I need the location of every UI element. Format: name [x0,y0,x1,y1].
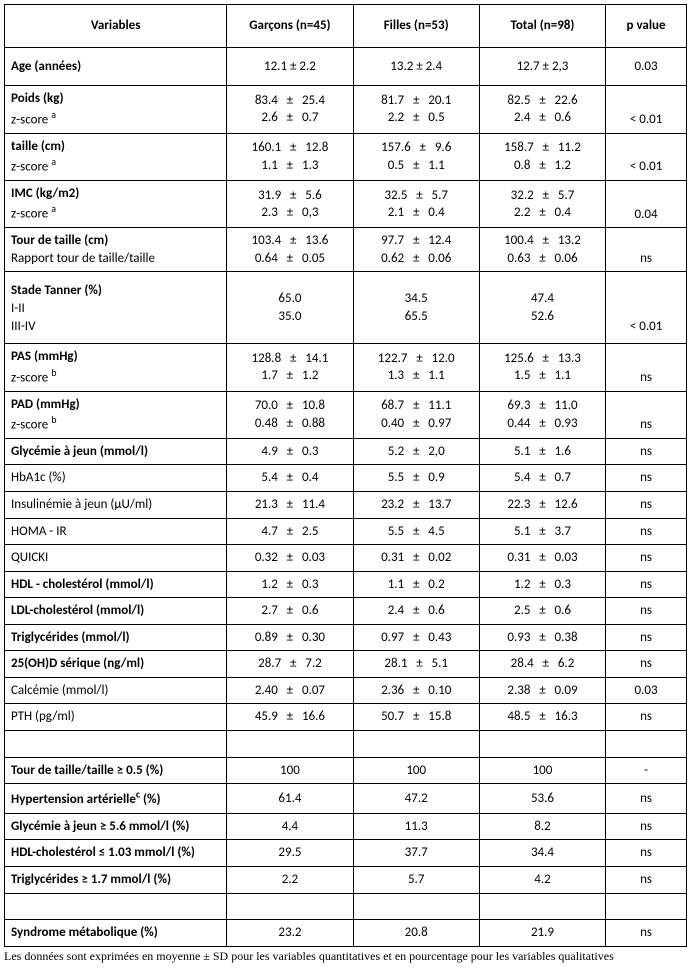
table-header-row: Variables Garçons (n=45) Filles (n=53) T… [5,5,687,48]
table-row: Glycémie à jeun (mmol/l)4.9 ± 0.35.2 ± 2… [5,438,687,465]
table-row: HbA1c (%)5.4 ± 0.45.5 ± 0.95.4 ± 0.7ns [5,465,687,492]
table-row: Triglycérides ≥ 1.7 mmol/l (%)2.25.74.2n… [5,867,687,894]
table-row: IMC (kg/m2)z-score a31.9 ± 5.62.3 ± 0,33… [5,180,687,227]
table-row: Syndrome métabolique (%)23.220.821.9ns [5,920,687,947]
table-row: Insulinémie à jeun (µU/ml)21.3 ± 11.423.… [5,492,687,519]
table-row: PAS (mmHg)z-score b128.8 ± 14.11.7 ± 1.2… [5,344,687,391]
table-row: Tour de taille (cm)Rapport tour de taill… [5,228,687,272]
table-row: Calcémie (mmol/l)2.40 ± 0.072.36 ± 0.102… [5,677,687,704]
table-row: Poids (kg)z-score a83.4 ± 25.42.6 ± 0.78… [5,86,687,133]
col-filles: Filles (n=53) [353,5,479,48]
table-empty-row [5,893,687,920]
table-row: QUICKI0.32 ± 0.030.31 ± 0.020.31 ± 0.03n… [5,545,687,572]
table-row: Age (années)12.1 ± 2.213.2 ± 2.412.7 ± 2… [5,47,687,86]
col-variables: Variables [5,5,227,48]
data-table: Variables Garçons (n=45) Filles (n=53) T… [4,4,687,947]
table-row: Stade Tanner (%)I-IIIII-IV65.035.034.565… [5,272,687,344]
table-row: Tour de taille/taille ≥ 0.5 (%)100100100… [5,757,687,784]
table-row: Hypertension artériellec (%)61.447.253.6… [5,784,687,814]
table-empty-row [5,730,687,757]
table-row: Glycémie à jeun ≥ 5.6 mmol/l (%)4.411.38… [5,813,687,840]
table-row: taille (cm)z-score a160.1 ± 12.81.1 ± 1.… [5,133,687,180]
table-row: Triglycérides (mmol/l)0.89 ± 0.300.97 ± … [5,624,687,651]
table-row: LDL-cholestérol (mmol/l)2.7 ± 0.62.4 ± 0… [5,598,687,625]
table-footnote: Les données sont exprimées en moyenne ± … [4,949,687,964]
col-total: Total (n=98) [479,5,605,48]
table-row: HDL-cholestérol ≤ 1.03 mmol/l (%)29.537.… [5,840,687,867]
table-row: HDL - cholestérol (mmol/l)1.2 ± 0.31.1 ±… [5,571,687,598]
table-row: 25(OH)D sérique (ng/ml)28.7 ± 7.228.1 ± … [5,651,687,678]
table-row: PTH (pg/ml)45.9 ± 16.650.7 ± 15.848.5 ± … [5,704,687,731]
col-garcons: Garçons (n=45) [227,5,353,48]
table-row: PAD (mmHg)z-score b70.0 ± 10.80.48 ± 0.8… [5,391,687,438]
col-pvalue: p value [606,5,687,48]
table-row: HOMA - IR4.7 ± 2.55.5 ± 4.55.1 ± 3.7ns [5,518,687,545]
